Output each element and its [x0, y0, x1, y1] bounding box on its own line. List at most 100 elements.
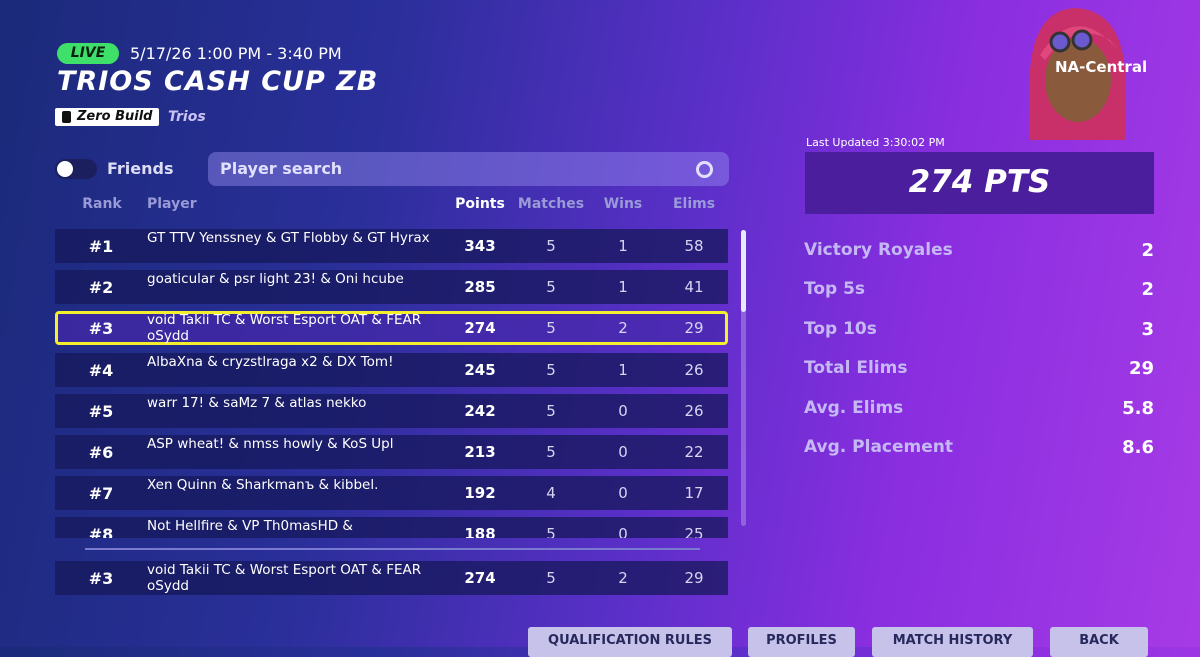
column-header: Rank: [82, 196, 122, 212]
leaderboard-row[interactable]: #4 AlbaXna & cryzstlraga x2 & DX Tom! 245 5…: [55, 352, 728, 387]
player-names: ASP wheat! & nmss howly & KoS Upl: [147, 436, 394, 452]
stat-cell: 1: [618, 237, 628, 255]
stat-cell: 192: [464, 484, 496, 503]
stat-cell: 245: [464, 360, 496, 379]
leaderboard-row[interactable]: #1 GT TTV Yenssney & GT Flobby & GT Hyrax…: [55, 229, 728, 263]
stat-cell: 5: [546, 278, 556, 297]
event-time: 5/17/26 1:00 PM - 3:40 PM: [130, 44, 342, 63]
live-badge: LIVE: [57, 43, 119, 64]
event-title: TRIOS CASH CUP ZB: [57, 66, 379, 97]
stat-cell: 5: [546, 569, 556, 587]
stat-cell: 242: [464, 401, 496, 420]
rank: #2: [88, 278, 114, 298]
stat-label: Top 5s: [804, 279, 866, 300]
stat-cell: 274: [464, 319, 496, 338]
team-size: Trios: [168, 109, 206, 125]
leaderboard-row[interactable]: #3 void Takii TC & Worst Esport OAT & FEA…: [55, 561, 728, 595]
friends-label: Friends: [107, 159, 174, 178]
player-names: AlbaXna & cryzstlraga x2 & DX Tom!: [147, 353, 394, 370]
search-placeholder: Player search: [220, 159, 343, 178]
player-names: goaticular & psr light 23! & Oni hcube: [147, 271, 404, 288]
column-header: Points: [455, 196, 505, 212]
stat-value: 2: [1141, 279, 1154, 301]
stat-cell: 25: [684, 525, 704, 538]
stat-cell: 29: [684, 569, 704, 587]
stat-cell: 17: [684, 484, 704, 503]
rank: #8: [88, 525, 114, 538]
stat-cell: 0: [618, 401, 628, 420]
stat-label: Top 10s: [804, 318, 877, 339]
button[interactable]: QUALIFICATION RULES: [528, 627, 732, 657]
search-icon: [696, 161, 713, 178]
rank: #5: [88, 401, 114, 421]
stat-cell: 213: [464, 443, 496, 461]
rank: #1: [88, 237, 114, 256]
leaderboard-row[interactable]: #5 warr 17! & saMz 7 & atlas nekko 242 5 0 26: [55, 393, 728, 428]
region: NA-Central: [1055, 58, 1148, 76]
rank: #4: [88, 360, 114, 380]
stat-value: 5.8: [1122, 397, 1154, 419]
stat-value: 8.6: [1122, 437, 1154, 458]
stat-label: Avg. Elims: [804, 397, 904, 418]
rank: #7: [88, 484, 114, 504]
stat-label: Victory Royales: [804, 240, 953, 260]
stat-label: Total Elims: [804, 358, 908, 379]
stat-cell: 5: [546, 401, 556, 420]
stat-cell: 188: [464, 525, 496, 538]
scrollbar[interactable]: [741, 230, 746, 526]
leaderboard-row[interactable]: #6 ASP wheat! & nmss howly & KoS Upl 213 5 0…: [55, 435, 728, 469]
leaderboard: #1 GT TTV Yenssney & GT Flobby & GT Hyrax…: [55, 229, 735, 538]
player-names: void Takii TC & Worst Esport OAT & FEAR …: [147, 312, 422, 345]
button[interactable]: BACK: [1050, 627, 1148, 657]
points-box: 274 PTS: [805, 152, 1154, 214]
stat-cell: 22: [684, 443, 704, 461]
points-total: 274 PTS: [908, 164, 1051, 200]
stat-cell: 0: [618, 525, 628, 538]
character-portrait: [1030, 8, 1125, 140]
button[interactable]: MATCH HISTORY: [872, 627, 1033, 657]
friends-toggle[interactable]: [55, 159, 97, 179]
stat-value: 3: [1141, 318, 1154, 340]
stat-label: Avg. Placement: [804, 437, 954, 457]
stat-value: 2: [1141, 240, 1154, 261]
stat-cell: 5: [546, 237, 556, 255]
stat-cell: 5: [546, 360, 556, 379]
separator: [85, 548, 700, 550]
column-header: Wins: [603, 196, 643, 212]
column-header: Elims: [672, 196, 716, 212]
scroll-thumb[interactable]: [741, 230, 746, 312]
stat-cell: 0: [618, 484, 628, 503]
last-updated: Last Updated 3:30:02 PM: [806, 136, 945, 149]
leaderboard-row[interactable]: #8 Not Hellfire & VP Th0masHD & 188 5 0 25: [55, 517, 728, 538]
column-header: Player: [147, 196, 197, 212]
stat-cell: 0: [618, 443, 628, 461]
rank: #3: [88, 319, 114, 339]
rank: #3: [88, 569, 114, 588]
button[interactable]: PROFILES: [748, 627, 855, 657]
column-header: Matches: [517, 196, 585, 212]
stat-cell: 1: [618, 360, 628, 379]
player-names: GT TTV Yenssney & GT Flobby & GT Hyrax: [147, 230, 430, 246]
player-names: Not Hellfire & VP Th0masHD &: [147, 518, 353, 535]
stat-cell: 58: [684, 237, 704, 255]
stat-cell: 26: [684, 401, 704, 420]
search-box[interactable]: Player search: [208, 152, 729, 186]
stat-cell: 274: [464, 569, 496, 587]
stat-cell: 5: [546, 443, 556, 461]
stat-cell: 2: [618, 319, 628, 338]
player-names: void Takii TC & Worst Esport OAT & FEAR …: [147, 562, 422, 594]
leaderboard-row[interactable]: #7 Xen Quinn & Sharkmanъ & kibbel. 192 4 0 17: [55, 476, 728, 511]
leaderboard-row[interactable]: #2 goaticular & psr light 23! & Oni hcube…: [55, 270, 728, 305]
stat-cell: 4: [546, 484, 556, 503]
stat-cell: 41: [684, 278, 704, 297]
stat-cell: 26: [684, 360, 704, 379]
stat-cell: 5: [546, 319, 556, 338]
stat-cell: 1: [618, 278, 628, 297]
own-row: #3 void Takii TC & Worst Esport OAT & FEA…: [55, 561, 735, 597]
leaderboard-row[interactable]: #3 void Takii TC & Worst Esport OAT & FEA…: [55, 311, 728, 346]
stat-cell: 343: [464, 237, 496, 255]
player-names: Xen Quinn & Sharkmanъ & kibbel.: [147, 477, 379, 494]
stat-cell: 285: [464, 278, 496, 297]
stat-value: 29: [1128, 358, 1154, 380]
